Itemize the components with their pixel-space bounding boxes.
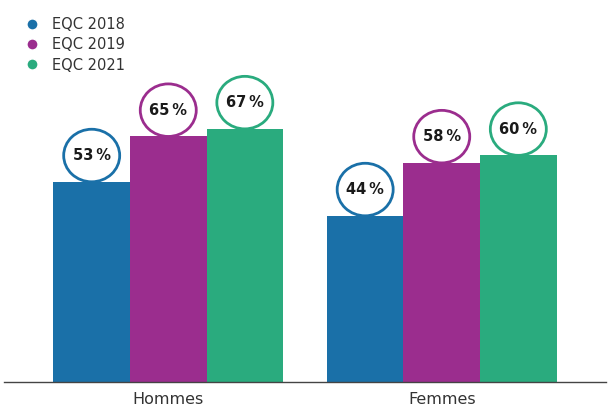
Legend: EQC 2018, EQC 2019, EQC 2021: EQC 2018, EQC 2019, EQC 2021 bbox=[12, 12, 131, 79]
Bar bbox=[480, 155, 556, 382]
Ellipse shape bbox=[140, 84, 196, 136]
Text: 53 %: 53 % bbox=[73, 148, 110, 163]
Bar bbox=[54, 182, 130, 382]
Text: 58 %: 58 % bbox=[423, 129, 461, 144]
Ellipse shape bbox=[63, 129, 120, 182]
Bar bbox=[327, 216, 403, 382]
Text: 44 %: 44 % bbox=[346, 182, 384, 197]
Bar bbox=[130, 136, 207, 382]
Text: 60 %: 60 % bbox=[500, 122, 537, 136]
Bar bbox=[403, 163, 480, 382]
Text: 65 %: 65 % bbox=[149, 103, 187, 118]
Ellipse shape bbox=[490, 103, 547, 155]
Ellipse shape bbox=[217, 76, 273, 129]
Text: 67 %: 67 % bbox=[226, 95, 264, 110]
Ellipse shape bbox=[414, 111, 470, 163]
Ellipse shape bbox=[337, 163, 393, 216]
Bar bbox=[207, 129, 283, 382]
